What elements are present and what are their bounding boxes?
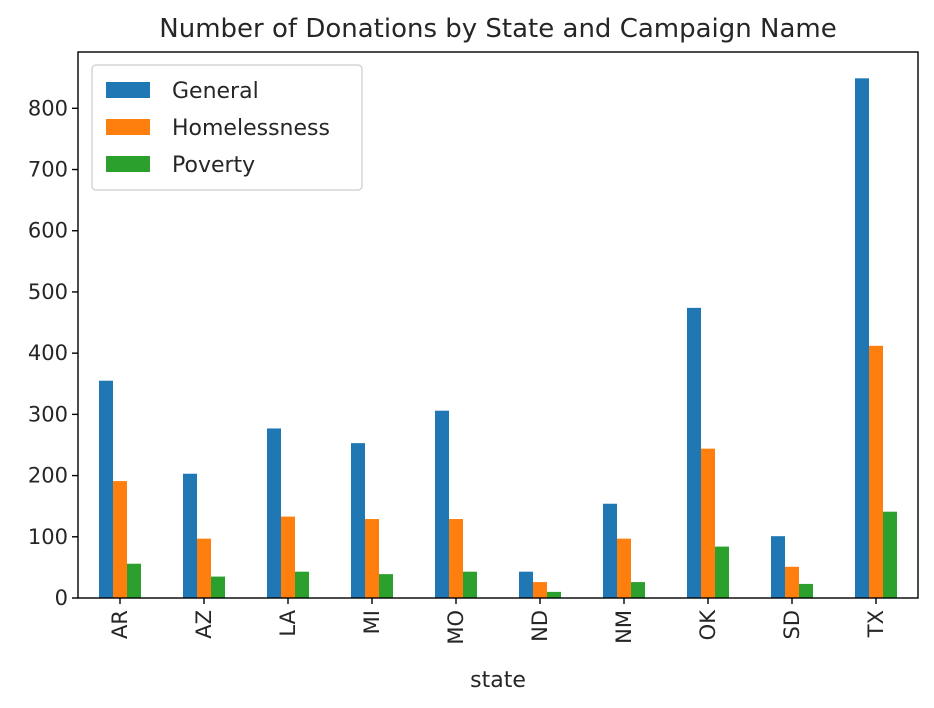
x-tick-label: SD — [780, 610, 804, 640]
bar-nd-poverty — [547, 591, 561, 598]
bar-tx-general — [855, 78, 869, 598]
bar-ar-poverty — [127, 563, 141, 598]
y-tick-label: 200 — [28, 464, 68, 488]
bar-mi-general — [351, 443, 365, 598]
y-tick-label: 300 — [28, 402, 68, 426]
y-tick-label: 0 — [55, 586, 68, 610]
bar-mi-homelessness — [365, 519, 379, 598]
bar-sd-homelessness — [785, 566, 799, 598]
y-tick-label: 600 — [28, 219, 68, 243]
bar-nd-general — [519, 571, 533, 598]
bar-ar-homelessness — [113, 481, 127, 598]
y-axis: 0 100 200 300 400 500 600 700 800 — [28, 96, 78, 610]
bar-ok-homelessness — [701, 448, 715, 598]
x-tick-label: OK — [696, 609, 720, 641]
x-axis-label: state — [470, 668, 526, 693]
y-tick-label: 500 — [28, 280, 68, 304]
bar-sd-poverty — [799, 583, 813, 598]
x-axis: AR AZ LA MI MO ND NM OK SD TX — [108, 598, 888, 645]
bar-la-general — [267, 428, 281, 598]
y-tick-label: 800 — [28, 96, 68, 120]
plot-frame — [77, 51, 919, 599]
legend-label-general: General — [172, 79, 259, 104]
y-tick-label: 400 — [28, 341, 68, 365]
bar-nm-homelessness — [617, 538, 631, 598]
bar-mi-poverty — [379, 574, 393, 598]
y-tick-label: 700 — [28, 158, 68, 182]
bar-tx-homelessness — [869, 345, 883, 598]
bar-mo-poverty — [463, 571, 477, 598]
bar-nm-general — [603, 503, 617, 598]
y-tick-label: 100 — [28, 525, 68, 549]
x-tick-label: TX — [864, 610, 888, 638]
legend-label-poverty: Poverty — [172, 153, 255, 178]
bar-sd-general — [771, 536, 785, 598]
x-tick-label: AZ — [192, 610, 216, 639]
legend: General Homelessness Poverty — [91, 64, 363, 191]
bar-la-homelessness — [281, 516, 295, 598]
bar-ok-general — [687, 307, 701, 598]
bar-mo-general — [435, 410, 449, 598]
x-tick-label: MO — [444, 610, 468, 645]
bar-ar-general — [99, 380, 113, 598]
bar-tx-poverty — [883, 511, 897, 598]
legend-swatch-general — [106, 82, 150, 98]
bar-ok-poverty — [715, 546, 729, 598]
bar-az-homelessness — [197, 538, 211, 598]
bar-mo-homelessness — [449, 519, 463, 598]
x-tick-label: LA — [276, 609, 300, 636]
x-tick-label: NM — [612, 610, 636, 644]
legend-swatch-homelessness — [106, 119, 150, 135]
x-tick-label: MI — [360, 610, 384, 634]
legend-label-homelessness: Homelessness — [172, 116, 330, 141]
bar-az-general — [183, 473, 197, 598]
bar-nd-homelessness — [533, 582, 547, 598]
bar-az-poverty — [211, 576, 225, 598]
bar-la-poverty — [295, 571, 309, 598]
bar-nm-poverty — [631, 582, 645, 598]
x-tick-label: ND — [528, 610, 552, 642]
plot-area — [99, 78, 897, 598]
chart-title: Number of Donations by State and Campaig… — [159, 14, 836, 44]
legend-swatch-poverty — [106, 156, 150, 172]
legend-box — [91, 64, 363, 191]
x-tick-label: AR — [108, 610, 132, 639]
